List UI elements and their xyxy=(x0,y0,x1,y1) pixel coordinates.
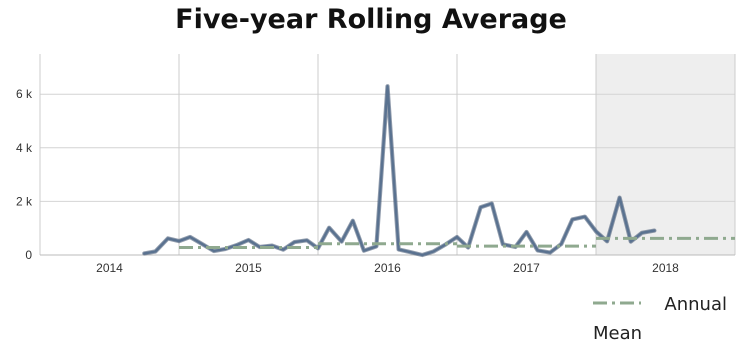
data-point xyxy=(410,251,412,254)
chart-title: Five-year Rolling Average xyxy=(175,4,567,35)
annual-mean-series xyxy=(179,236,735,249)
data-point xyxy=(432,250,435,253)
legend-label: Annual xyxy=(664,294,727,315)
highlight-band xyxy=(596,54,735,255)
y-tick-label: 2 k xyxy=(16,194,33,208)
data-point xyxy=(525,231,528,233)
x-tick-label: 2015 xyxy=(235,261,262,275)
y-tick-label: 4 k xyxy=(16,141,33,155)
rolling-average-line-shadow xyxy=(142,84,657,258)
x-tick-label: 2018 xyxy=(652,261,679,275)
data-point xyxy=(178,240,180,242)
x-tick-label: 2016 xyxy=(374,261,401,275)
data-point xyxy=(606,240,608,243)
data-point xyxy=(618,196,621,199)
data-point xyxy=(629,240,632,243)
y-tick-label: 0 xyxy=(25,248,32,262)
data-point xyxy=(351,219,354,222)
data-point xyxy=(247,239,250,241)
data-point xyxy=(306,239,308,242)
data-point xyxy=(340,240,343,243)
y-tick-label: 6 k xyxy=(16,87,33,101)
data-point xyxy=(375,245,378,248)
data-point xyxy=(328,226,330,229)
data-point xyxy=(549,251,551,254)
data-point xyxy=(641,231,643,234)
data-point xyxy=(490,202,493,205)
data-point xyxy=(212,250,215,252)
data-point xyxy=(293,241,296,243)
data-point xyxy=(386,85,389,87)
data-point xyxy=(595,230,597,233)
data-point xyxy=(363,249,365,252)
data-point xyxy=(584,215,586,218)
rolling-average-series xyxy=(142,84,657,258)
data-point xyxy=(397,248,400,251)
data-point xyxy=(653,229,656,232)
legend-label: Mean xyxy=(593,323,642,343)
data-point xyxy=(236,244,239,246)
data-point xyxy=(479,206,482,209)
data-point xyxy=(536,249,539,252)
data-point xyxy=(154,250,157,253)
x-tick-label: 2014 xyxy=(96,261,123,275)
data-point xyxy=(282,248,285,251)
data-point xyxy=(201,243,204,246)
data-point xyxy=(560,243,563,245)
data-point xyxy=(143,252,146,255)
data-point xyxy=(167,237,169,240)
x-tick-label: 2017 xyxy=(513,261,540,275)
data-point xyxy=(456,236,458,238)
data-point xyxy=(189,236,191,238)
data-point xyxy=(571,218,574,221)
data-point xyxy=(421,254,424,256)
